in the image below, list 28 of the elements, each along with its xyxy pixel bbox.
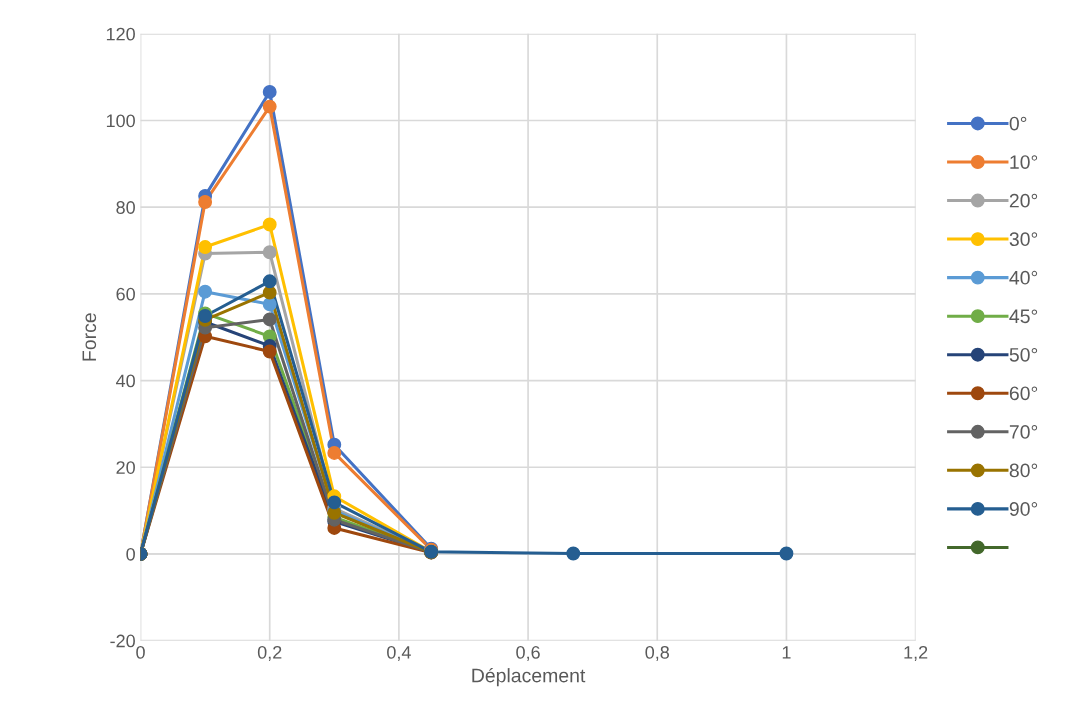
legend-label: 80°: [1009, 463, 1038, 478]
legend-label: 90°: [1009, 502, 1038, 516]
x-axis-title: Déplacement: [472, 667, 586, 687]
legend-label: 70°: [1009, 425, 1038, 439]
x-tick-label: 0,4: [387, 645, 411, 661]
legend-label: 60°: [1009, 386, 1038, 401]
legend-label: 20°: [1009, 193, 1038, 208]
legend-label: 10°: [1010, 155, 1038, 169]
x-tick-label: 1,2: [904, 645, 928, 661]
y-tick-label: 80: [116, 201, 135, 214]
y-tick-label: 20: [116, 461, 135, 474]
y-tick-label: 100: [106, 114, 135, 128]
y-tick-label: -20: [110, 634, 135, 648]
x-tick-label: 0,2: [257, 645, 282, 661]
x-tick-label: 0,8: [645, 645, 670, 661]
x-tick-label: 1: [782, 646, 791, 659]
legend-label: 30°: [1009, 232, 1038, 247]
y-axis-title: Force: [82, 313, 97, 361]
y-tick-label: 0: [126, 547, 135, 561]
y-tick-label: 120: [106, 27, 135, 41]
legend-label: 40°: [1009, 270, 1038, 285]
y-tick-label: 40: [116, 374, 135, 388]
x-tick-label: 0,6: [516, 645, 540, 661]
x-tick-label: 0: [136, 645, 145, 659]
y-tick-label: 60: [116, 287, 135, 301]
legend-label: 45°: [1009, 309, 1038, 324]
legend-label: 0°: [1009, 116, 1027, 131]
legend-label: 50°: [1009, 347, 1038, 362]
